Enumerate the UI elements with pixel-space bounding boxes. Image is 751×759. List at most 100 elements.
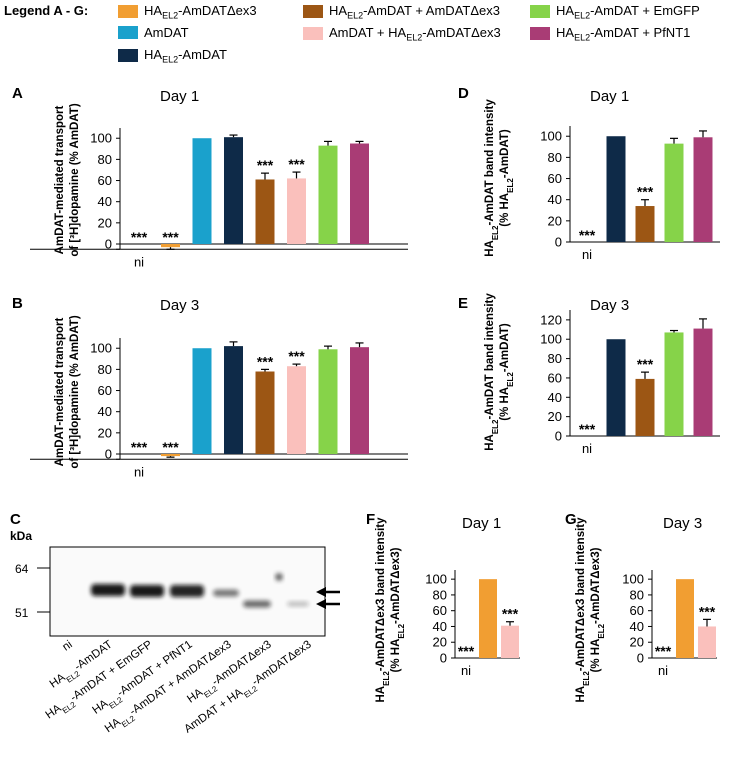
blot-band [243,600,271,608]
panel-letter: E [458,295,468,312]
legend-swatch [303,5,323,19]
x-tick-label: ni [461,663,471,678]
legend-label: HAEL2-AmDAT + AmDATΔex3 [329,3,500,21]
bar-ha [606,136,626,242]
y-axis-label: HAEL2-AmDATΔex3 band intensity (% HAEL2-A… [375,517,406,703]
legend-item-ex3: HAEL2-AmDATΔex3 [118,3,257,21]
y-tick-label: 40 [98,194,112,209]
chart-panel-E: E Day 3 HAEL2-AmDAT band intensity (% HAEL2… [458,293,720,456]
significance-label: *** [162,229,179,245]
y-tick-label: 40 [98,404,112,419]
significance-label: *** [655,643,672,659]
significance-label: *** [288,348,305,364]
bar-pfnt1 [693,328,713,436]
y-tick-label: 20 [548,213,562,228]
y-axis-label: HAEL2-AmDAT band intensity (% HAEL2-AmDAT… [484,293,515,451]
chart-title: Day 3 [160,297,199,314]
y-axis-label: HAEL2-AmDATΔex3 band intensity (% HAEL2-A… [575,517,606,703]
bar-coex [635,378,655,436]
legend-item-ha: HAEL2-AmDAT [118,47,227,65]
blot-band [170,585,204,597]
arrow-head-icon [316,587,326,597]
y-tick-label: 60 [98,173,112,188]
bar-emgfp [318,349,338,454]
marker-label: 64 [15,562,29,576]
y-axis-label: AmDAT-mediated transport of [³H]dopamine … [54,315,81,468]
bar-amdat_ha [501,625,519,658]
bar-emgfp [664,332,684,436]
y-tick-label: 100 [540,332,562,347]
bar-pfnt1 [350,347,369,454]
y-tick-label: 100 [425,572,447,587]
chart-panel-D: D Day 1 HAEL2-AmDAT band intensity (% HAEL2… [458,85,720,262]
y-tick-label: 0 [555,429,562,444]
bar-pfnt1 [693,137,713,242]
y-tick-label: 20 [433,635,447,650]
y-tick-label: 20 [98,215,112,230]
y-tick-label: 60 [630,603,644,618]
significance-label: *** [162,439,179,455]
x-tick-label: ni [582,247,592,262]
bar-emgfp [318,145,338,244]
bar-ex3 [676,579,694,658]
legend-label: AmDAT + HAEL2-AmDATΔex3 [329,25,501,43]
y-tick-label: 100 [90,341,112,356]
y-tick-label: 100 [90,131,112,146]
y-tick-label: 20 [548,409,562,424]
blot-band [213,589,239,597]
y-tick-label: 100 [540,129,562,144]
bar-coex [255,371,275,454]
y-tick-label: 100 [622,572,644,587]
y-axis-label: AmDAT-mediated transport of [³H]dopamine … [54,103,81,256]
y-tick-label: 0 [440,651,447,666]
blot-spot [275,573,283,581]
panel-letter: D [458,85,469,102]
significance-label: *** [502,606,519,622]
legend-swatch [303,27,323,41]
legend-swatch [118,26,138,39]
bar-ha [224,346,243,454]
panel-letter: F [366,511,375,528]
y-tick-label: 80 [98,152,112,167]
panel-letter: B [12,295,23,312]
legend-title: Legend A - G: [4,3,89,18]
y-tick-label: 60 [548,370,562,385]
bar-ha [606,339,626,436]
bar-ha [224,137,243,244]
x-tick-label: ni [582,441,592,456]
y-axis-label: HAEL2-AmDAT band intensity (% HAEL2-AmDAT… [484,99,515,257]
chart-title: Day 1 [160,88,199,105]
y-tick-label: 40 [433,619,447,634]
legend-label: HAEL2-AmDAT + EmGFP [556,3,700,21]
legend-swatch [118,5,138,19]
y-tick-label: 20 [98,425,112,440]
lane-label: ni [61,639,75,654]
legend-label: HAEL2-AmDATΔex3 [144,3,257,21]
bar-coex [255,179,275,244]
y-tick-label: 80 [630,587,644,602]
chart-panel-B: B Day 3 AmDAT-mediated transport of [³H]dop… [12,295,408,479]
legend-swatch [530,27,550,41]
panel-letter: G [565,511,577,528]
kda-label: kDa [10,529,32,543]
y-tick-label: 80 [548,150,562,165]
x-tick-label: ni [134,254,144,269]
y-tick-label: 0 [105,447,112,462]
legend-swatch [118,49,138,63]
y-tick-label: 40 [548,390,562,405]
y-tick-label: 80 [433,587,447,602]
legend-item-coex: HAEL2-AmDAT + AmDATΔex3 [303,3,500,21]
y-tick-label: 0 [105,237,112,252]
panel-letter: A [12,85,23,102]
y-tick-label: 0 [555,235,562,250]
blot-band [130,585,164,597]
bar-amdat_ha [287,178,306,244]
bar-amdat_ha [287,366,306,454]
y-tick-label: 80 [548,351,562,366]
bar-ex3 [479,579,497,658]
bar-coex [635,206,655,242]
legend-label: AmDAT [144,25,189,40]
legend-item-emgfp: HAEL2-AmDAT + EmGFP [530,3,700,21]
significance-label: *** [637,184,654,200]
x-tick-label: ni [134,464,144,479]
